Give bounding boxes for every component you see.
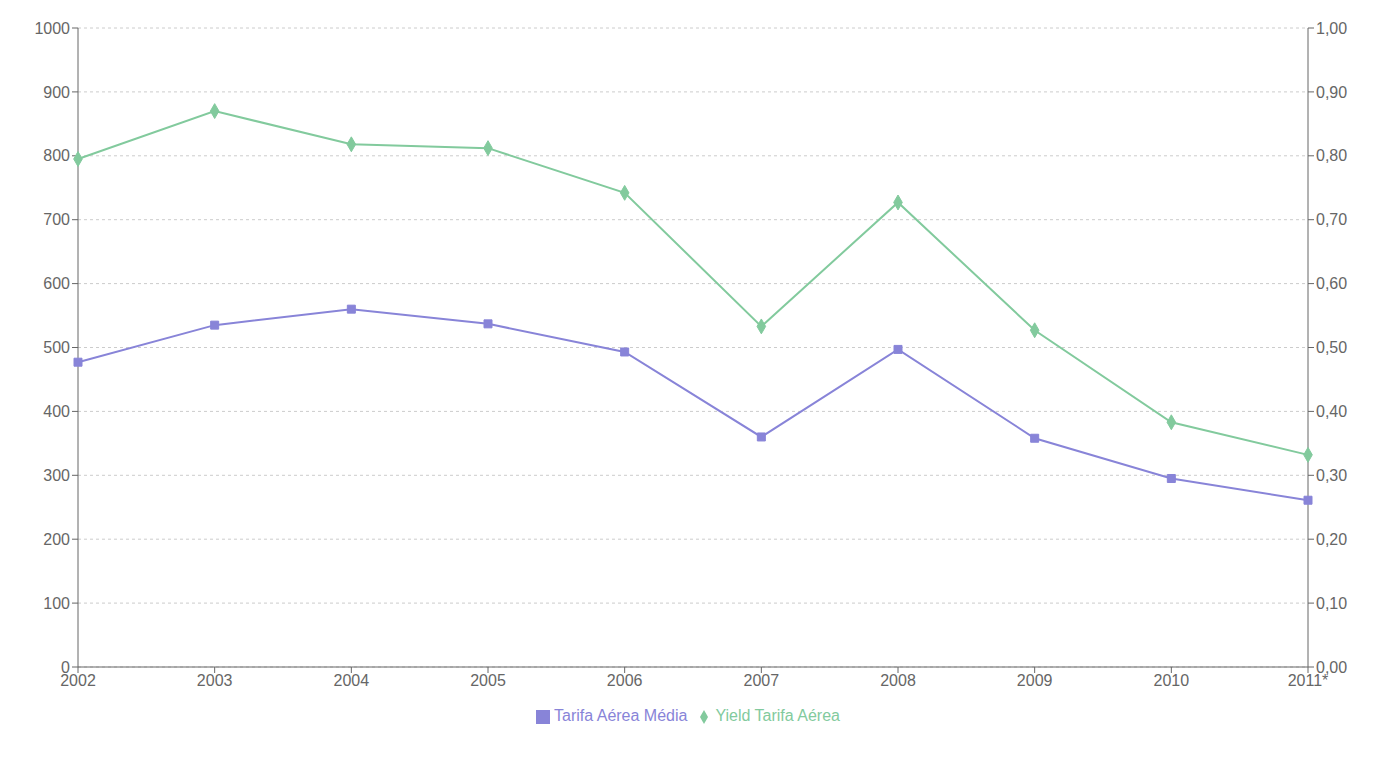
svg-text:300: 300 (43, 467, 70, 484)
svg-text:0,90: 0,90 (1316, 84, 1347, 101)
svg-text:0,50: 0,50 (1316, 339, 1347, 356)
svg-text:800: 800 (43, 147, 70, 164)
svg-text:2009: 2009 (1017, 672, 1053, 689)
svg-text:0,10: 0,10 (1316, 595, 1347, 612)
svg-text:200: 200 (43, 531, 70, 548)
svg-text:0,40: 0,40 (1316, 403, 1347, 420)
svg-text:0,20: 0,20 (1316, 531, 1347, 548)
svg-text:2006: 2006 (607, 672, 643, 689)
svg-text:0,70: 0,70 (1316, 211, 1347, 228)
svg-text:100: 100 (43, 595, 70, 612)
html-text:Tarifa Aérea Média: Tarifa Aérea Média (554, 707, 688, 724)
svg-text:2005: 2005 (470, 672, 506, 689)
svg-text:2007: 2007 (744, 672, 780, 689)
svg-text:500: 500 (43, 339, 70, 356)
svg-text:900: 900 (43, 84, 70, 101)
svg-text:1000: 1000 (34, 20, 70, 37)
svg-text:600: 600 (43, 275, 70, 292)
svg-text:2002: 2002 (60, 672, 96, 690)
svg-text:0,00: 0,00 (1316, 659, 1347, 676)
svg-text:400: 400 (43, 403, 70, 420)
svg-text:2004: 2004 (334, 672, 370, 689)
svg-text:2010: 2010 (1154, 672, 1190, 689)
svg-text:2008: 2008 (880, 672, 916, 689)
svg-text:0: 0 (61, 659, 70, 676)
svg-text:0,30: 0,30 (1316, 467, 1347, 484)
svg-text:2003: 2003 (197, 672, 233, 689)
svg-text:1,00: 1,00 (1316, 20, 1347, 37)
svg-text:0,60: 0,60 (1316, 275, 1347, 292)
svg-text:0,80: 0,80 (1316, 147, 1347, 164)
svg-text:700: 700 (43, 211, 70, 228)
svg-text:2011*: 2011* (1287, 672, 1329, 690)
html-text:Yield Tarifa Aérea: Yield Tarifa Aérea (715, 707, 840, 724)
